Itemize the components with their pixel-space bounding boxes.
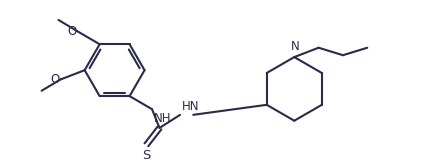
Text: O: O [67, 25, 76, 38]
Text: HN: HN [182, 100, 200, 113]
Text: S: S [142, 149, 151, 163]
Text: N: N [291, 40, 300, 53]
Text: O: O [50, 73, 60, 86]
Text: NH: NH [154, 112, 171, 125]
